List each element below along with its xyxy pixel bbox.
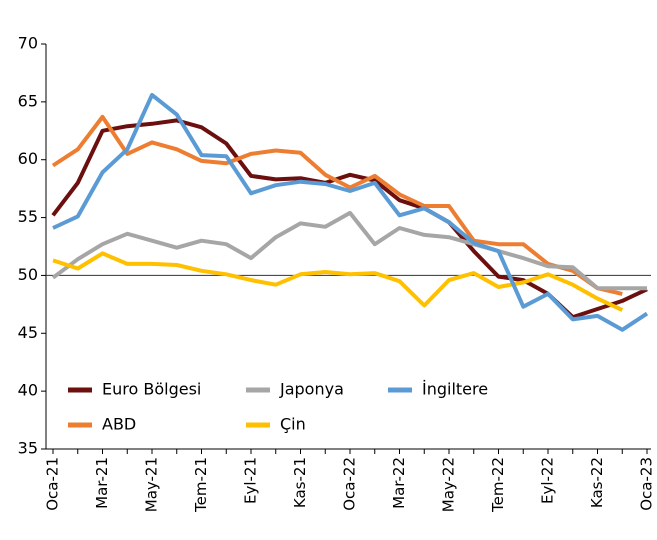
x-tick-label: May-22 (440, 457, 458, 512)
y-tick-label: 35 (18, 439, 38, 458)
series-line (51, 118, 648, 320)
y-tick-label: 65 (18, 91, 38, 110)
y-tick-label: 55 (18, 207, 38, 226)
legend-label: Euro Bölgesi (102, 380, 201, 399)
y-tick-label: 50 (18, 265, 38, 284)
legend-label: İngiltere (422, 380, 488, 399)
legend-label: Çin (280, 415, 306, 434)
x-tick-label: Eyl-22 (539, 457, 557, 504)
x-tick-label: Oca-21 (44, 457, 62, 511)
x-tick-label: Oca-23 (638, 457, 656, 511)
x-tick-label: May-21 (143, 457, 161, 512)
y-tick-label: 60 (18, 149, 38, 168)
x-tick-label: Mar-22 (390, 457, 408, 509)
series-line (51, 210, 647, 291)
legend-label: ABD (102, 415, 136, 434)
x-tick-label: Mar-21 (93, 457, 111, 509)
y-tick-label: 70 (18, 34, 38, 53)
y-tick-label: 40 (18, 381, 38, 400)
x-tick-label: Kas-22 (588, 457, 606, 508)
x-tick-label: Tem-22 (489, 457, 507, 513)
series-line (52, 92, 649, 332)
y-tick-label: 45 (18, 323, 38, 342)
series-line (51, 114, 623, 296)
legend-label: Japonya (279, 380, 344, 399)
x-tick-label: Kas-21 (291, 457, 309, 508)
series-line (52, 251, 624, 312)
x-tick-label: Eyl-21 (242, 457, 260, 504)
x-tick-label: Tem-21 (192, 457, 210, 513)
x-tick-label: Oca-22 (341, 457, 359, 511)
